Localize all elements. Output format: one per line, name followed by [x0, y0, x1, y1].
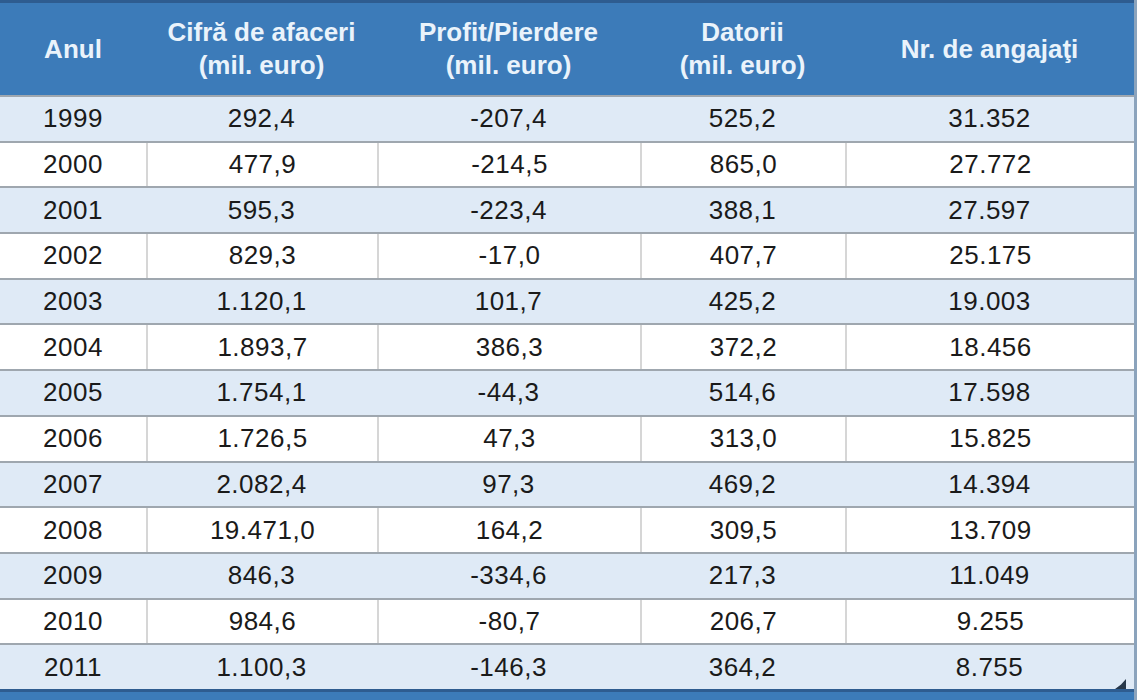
column-header-label: Datorii [701, 16, 783, 49]
profit-loss-cell: -146,3 [377, 645, 640, 689]
table-row: 2003 1.120,1 101,7 425,2 19.003 [0, 278, 1134, 324]
table-row: 2004 1.893,7 386,3 372,2 18.456 [0, 323, 1134, 369]
data-table: Anul Cifră de afaceri (mil. euro) Profit… [0, 0, 1137, 700]
year-cell: 2010 [0, 600, 146, 644]
column-header-label: Nr. de angajaţi [901, 33, 1079, 66]
debt-cell: 364,2 [640, 645, 845, 689]
table-row: 2005 1.754,1 -44,3 514,6 17.598 [0, 369, 1134, 415]
employees-cell: 19.003 [845, 280, 1134, 324]
table-body: 1999 292,4 -207,4 525,2 31.352 2000 477,… [0, 95, 1134, 689]
year-cell: 2007 [0, 463, 146, 507]
debt-cell: 514,6 [640, 371, 845, 415]
year-cell: 2008 [0, 508, 146, 552]
profit-loss-cell: 386,3 [377, 325, 640, 369]
turnover-cell: 19.471,0 [146, 508, 377, 552]
employees-cell: 18.456 [845, 325, 1134, 369]
turnover-cell: 1.754,1 [146, 371, 377, 415]
year-cell: 2006 [0, 417, 146, 461]
year-cell: 2009 [0, 554, 146, 598]
table-row: 1999 292,4 -207,4 525,2 31.352 [0, 95, 1134, 141]
debt-cell: 865,0 [640, 143, 845, 187]
column-header-nr-de-angajati: Nr. de angajaţi [845, 3, 1134, 95]
profit-loss-cell: -223,4 [377, 188, 640, 232]
employees-cell: 27.597 [845, 188, 1134, 232]
turnover-cell: 1.120,1 [146, 280, 377, 324]
profit-loss-cell: -207,4 [377, 97, 640, 141]
year-cell: 2004 [0, 325, 146, 369]
turnover-cell: 829,3 [146, 234, 377, 278]
employees-cell: 9.255 [845, 600, 1134, 644]
profit-loss-cell: -44,3 [377, 371, 640, 415]
year-cell: 2005 [0, 371, 146, 415]
profit-loss-cell: -334,6 [377, 554, 640, 598]
table-row: 2001 595,3 -223,4 388,1 27.597 [0, 186, 1134, 232]
column-header-datorii: Datorii (mil. euro) [640, 3, 845, 95]
employees-cell: 31.352 [845, 97, 1134, 141]
column-header-sublabel: (mil. euro) [199, 49, 325, 82]
table-row: 2007 2.082,4 97,3 469,2 14.394 [0, 461, 1134, 507]
employees-cell: 13.709 [845, 508, 1134, 552]
column-header-label: Anul [44, 33, 102, 66]
employees-cell: 25.175 [845, 234, 1134, 278]
table-row: 2010 984,6 -80,7 206,7 9.255 [0, 598, 1134, 644]
debt-cell: 525,2 [640, 97, 845, 141]
employees-cell: 8.755 [845, 645, 1134, 689]
employees-cell: 27.772 [845, 143, 1134, 187]
turnover-cell: 477,9 [146, 143, 377, 187]
profit-loss-cell: -214,5 [377, 143, 640, 187]
turnover-cell: 1.100,3 [146, 645, 377, 689]
debt-cell: 313,0 [640, 417, 845, 461]
profit-loss-cell: 47,3 [377, 417, 640, 461]
turnover-cell: 1.893,7 [146, 325, 377, 369]
profit-loss-cell: -17,0 [377, 234, 640, 278]
table-row: 2009 846,3 -334,6 217,3 11.049 [0, 552, 1134, 598]
turnover-cell: 595,3 [146, 188, 377, 232]
year-cell: 2002 [0, 234, 146, 278]
table-row: 2002 829,3 -17,0 407,7 25.175 [0, 232, 1134, 278]
column-header-cifra-de-afaceri: Cifră de afaceri (mil. euro) [146, 3, 377, 95]
year-cell: 2000 [0, 143, 146, 187]
debt-cell: 469,2 [640, 463, 845, 507]
year-cell: 2003 [0, 280, 146, 324]
table-row: 2000 477,9 -214,5 865,0 27.772 [0, 141, 1134, 187]
table-row: 2011 1.100,3 -146,3 364,2 8.755 [0, 643, 1134, 689]
employees-cell: 11.049 [845, 554, 1134, 598]
table-row: 2008 19.471,0 164,2 309,5 13.709 [0, 506, 1134, 552]
turnover-cell: 292,4 [146, 97, 377, 141]
turnover-cell: 846,3 [146, 554, 377, 598]
turnover-cell: 2.082,4 [146, 463, 377, 507]
debt-cell: 388,1 [640, 188, 845, 232]
debt-cell: 206,7 [640, 600, 845, 644]
column-header-profit-pierdere: Profit/Pierdere (mil. euro) [377, 3, 640, 95]
column-header-sublabel: (mil. euro) [680, 49, 806, 82]
year-cell: 2011 [0, 645, 146, 689]
debt-cell: 217,3 [640, 554, 845, 598]
profit-loss-cell: -80,7 [377, 600, 640, 644]
employees-cell: 14.394 [845, 463, 1134, 507]
profit-loss-cell: 164,2 [377, 508, 640, 552]
debt-cell: 309,5 [640, 508, 845, 552]
debt-cell: 425,2 [640, 280, 845, 324]
next-row-header-partial [0, 689, 1134, 700]
turnover-cell: 1.726,5 [146, 417, 377, 461]
year-cell: 2001 [0, 188, 146, 232]
debt-cell: 407,7 [640, 234, 845, 278]
table-header-row: Anul Cifră de afaceri (mil. euro) Profit… [0, 0, 1134, 95]
column-header-label: Profit/Pierdere [419, 16, 598, 49]
turnover-cell: 984,6 [146, 600, 377, 644]
profit-loss-cell: 97,3 [377, 463, 640, 507]
column-header-sublabel: (mil. euro) [446, 49, 572, 82]
employees-cell: 15.825 [845, 417, 1134, 461]
profit-loss-cell: 101,7 [377, 280, 640, 324]
column-header-anul: Anul [0, 3, 146, 95]
year-cell: 1999 [0, 97, 146, 141]
table-row: 2006 1.726,5 47,3 313,0 15.825 [0, 415, 1134, 461]
debt-cell: 372,2 [640, 325, 845, 369]
column-header-label: Cifră de afaceri [168, 16, 356, 49]
employees-cell: 17.598 [845, 371, 1134, 415]
